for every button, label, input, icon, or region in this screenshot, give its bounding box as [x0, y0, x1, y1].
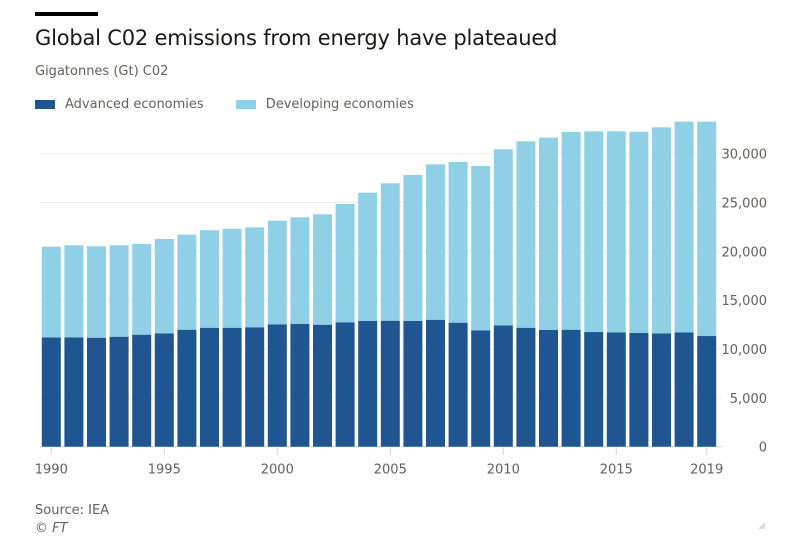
- bar-developing: [335, 203, 355, 323]
- bar-advanced: [539, 329, 558, 447]
- x-tick-label: 2015: [600, 463, 633, 478]
- bar-advanced: [290, 323, 310, 447]
- bar-advanced: [87, 337, 106, 447]
- bar-developing: [313, 214, 332, 325]
- x-tick-label: 2005: [374, 463, 407, 478]
- bar-developing: [132, 244, 152, 335]
- legend-label-advanced: Advanced economies: [65, 97, 204, 112]
- bar-developing: [584, 131, 604, 333]
- bar-developing: [358, 192, 378, 321]
- resize-corner-icon: [758, 522, 765, 529]
- x-tick-label: 1990: [35, 463, 68, 478]
- bar-developing: [629, 131, 649, 334]
- legend-swatch-developing: [235, 100, 256, 109]
- bar-developing: [403, 174, 423, 321]
- bar-advanced: [471, 330, 491, 447]
- bar-advanced: [222, 327, 242, 447]
- bar-developing: [200, 230, 219, 328]
- bar-developing: [41, 246, 61, 338]
- bar-advanced: [200, 327, 219, 447]
- x-tick-label: 2019: [690, 463, 723, 478]
- bar-advanced: [177, 329, 197, 447]
- bar-advanced: [109, 336, 129, 447]
- x-tick-label: 1995: [148, 463, 181, 478]
- bar-developing: [290, 217, 310, 324]
- bar-advanced: [403, 320, 423, 447]
- bar-advanced: [448, 322, 468, 447]
- chart-title: Global C02 emissions from energy have pl…: [35, 26, 558, 50]
- bar-developing: [109, 245, 129, 337]
- legend: Advanced economies Developing economies: [35, 97, 446, 112]
- legend-label-developing: Developing economies: [265, 97, 414, 112]
- bar-developing: [516, 141, 536, 328]
- bar-advanced: [493, 325, 513, 447]
- bar-advanced: [584, 332, 604, 447]
- bar-developing: [652, 127, 671, 334]
- bar-advanced: [674, 332, 694, 447]
- bar-developing: [561, 132, 581, 330]
- y-tick-label: 10,000: [722, 343, 768, 358]
- legend-item-advanced: Advanced economies: [35, 97, 204, 112]
- bar-developing: [267, 220, 287, 325]
- y-tick-label: 15,000: [722, 294, 768, 309]
- y-tick-label: 20,000: [722, 245, 768, 260]
- bar-advanced: [335, 322, 355, 447]
- bar-advanced: [606, 332, 626, 447]
- y-tick-label: 30,000: [722, 148, 768, 163]
- bar-advanced: [267, 324, 287, 447]
- bar-developing: [154, 238, 174, 334]
- bar-developing: [177, 234, 197, 330]
- title-accent-bar: [35, 12, 98, 16]
- chart-subtitle: Gigatonnes (Gt) C02: [35, 64, 169, 79]
- bar-developing: [448, 161, 468, 323]
- bar-developing: [697, 121, 717, 337]
- bar-advanced: [358, 320, 378, 447]
- bar-advanced: [380, 320, 400, 447]
- bar-advanced: [41, 337, 61, 447]
- bar-advanced: [426, 319, 445, 447]
- bar-advanced: [652, 333, 671, 447]
- bar-advanced: [561, 329, 581, 447]
- bar-advanced: [697, 336, 717, 447]
- bar-advanced: [132, 334, 152, 447]
- bar-developing: [606, 131, 626, 333]
- x-tick-label: 2000: [261, 463, 294, 478]
- bar-developing: [471, 165, 491, 331]
- bar-advanced: [245, 327, 265, 447]
- source-note: Source: IEA: [35, 503, 110, 518]
- copyright-note: © FT: [35, 521, 68, 536]
- bar-developing: [222, 228, 242, 328]
- bar-developing: [245, 227, 265, 328]
- bar-developing: [380, 183, 400, 321]
- bar-developing: [64, 245, 84, 338]
- y-tick-label: 25,000: [722, 197, 768, 212]
- bar-developing: [426, 164, 445, 320]
- y-tick-label: 5,000: [730, 392, 767, 407]
- bar-developing: [539, 137, 558, 330]
- legend-swatch-advanced: [35, 100, 55, 109]
- bar-advanced: [629, 333, 649, 447]
- bar-developing: [493, 149, 513, 326]
- bar-advanced: [516, 327, 536, 447]
- bar-developing: [87, 246, 106, 338]
- bar-advanced: [64, 337, 84, 447]
- bar-advanced: [313, 324, 332, 447]
- y-tick-label: 0: [759, 441, 767, 456]
- x-tick-label: 2010: [487, 463, 520, 478]
- bar-developing: [674, 121, 694, 333]
- legend-item-developing: Developing economies: [235, 97, 414, 112]
- bar-advanced: [154, 333, 174, 447]
